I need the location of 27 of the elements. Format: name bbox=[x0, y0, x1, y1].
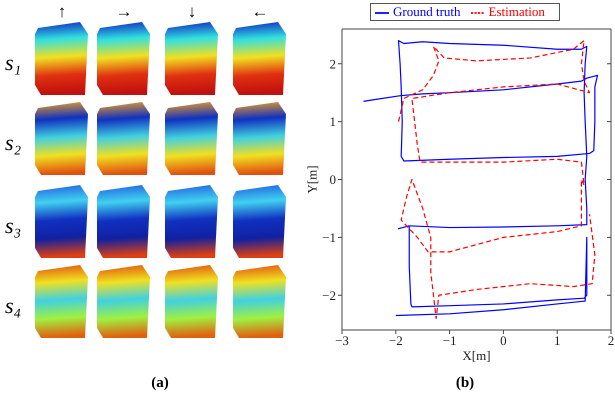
x-tick-label: −1 bbox=[442, 333, 457, 348]
x-tick-label: −2 bbox=[388, 333, 403, 348]
text: s₃ bbox=[5, 213, 22, 239]
x-tick-label: 2 bbox=[608, 333, 614, 348]
text: (a) bbox=[150, 375, 170, 392]
y-tick-label: −1 bbox=[322, 230, 336, 246]
x-tick-label: 1 bbox=[554, 333, 560, 348]
text: s₁ bbox=[5, 50, 22, 76]
x-axis-title: X[m] bbox=[462, 348, 491, 363]
y-tick-label: 1 bbox=[330, 114, 336, 130]
y-tick-label: 0 bbox=[330, 172, 336, 188]
text: → bbox=[114, 2, 134, 22]
line-series bbox=[398, 40, 596, 320]
text: (b) bbox=[454, 375, 476, 392]
x-tick-label: −3 bbox=[335, 333, 349, 348]
text: ↓ bbox=[186, 2, 198, 22]
legend-label: Estimation bbox=[488, 4, 545, 19]
line-series bbox=[362, 40, 598, 316]
y-tick-label: 2 bbox=[330, 56, 336, 72]
text: s₄ bbox=[5, 293, 22, 319]
x-tick-label: 0 bbox=[500, 333, 507, 348]
y-tick-label: −2 bbox=[322, 288, 336, 303]
text: s₂ bbox=[5, 130, 22, 156]
text: ↑ bbox=[56, 2, 68, 22]
legend-label: Ground truth bbox=[393, 4, 461, 19]
text: ← bbox=[250, 2, 270, 22]
y-axis-title: Y[m] bbox=[304, 165, 320, 194]
